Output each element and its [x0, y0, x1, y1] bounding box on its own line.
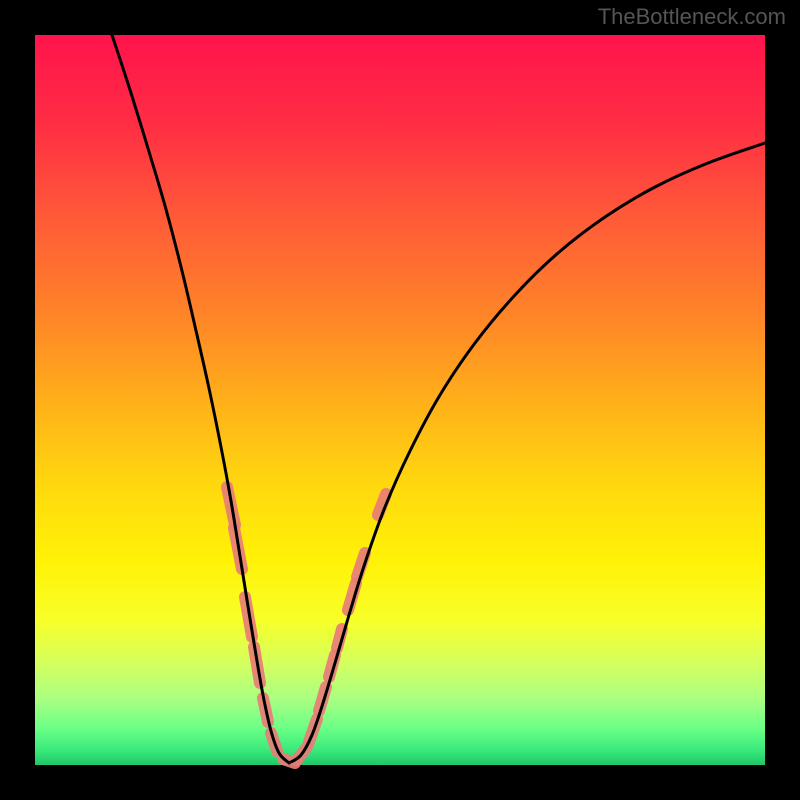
right-curve	[289, 143, 765, 763]
plot-area	[35, 35, 765, 765]
watermark-text: TheBottleneck.com	[598, 4, 786, 30]
left-curve	[112, 35, 289, 763]
curve-layer	[35, 35, 765, 765]
outer-frame: TheBottleneck.com	[0, 0, 800, 800]
